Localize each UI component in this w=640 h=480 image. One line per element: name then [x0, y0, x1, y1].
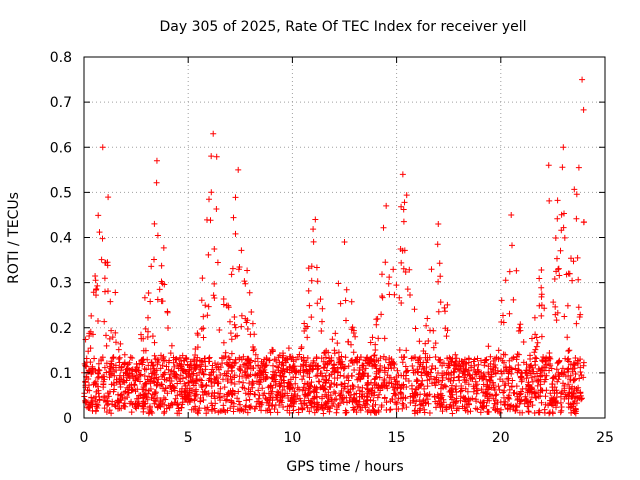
- roti-peak-point: [560, 144, 567, 151]
- x-tick-label: 5: [184, 430, 193, 446]
- roti-peak-point: [99, 144, 106, 151]
- x-tick-label: 20: [492, 430, 510, 446]
- y-tick-label: 0.6: [50, 140, 72, 156]
- x-tick-label: 15: [388, 430, 406, 446]
- chart-title: Day 305 of 2025, Rate Of TEC Index for r…: [159, 19, 526, 35]
- x-tick-label: 0: [80, 430, 89, 446]
- y-tick-label: 0.2: [50, 321, 72, 337]
- grid-lines: [84, 57, 605, 418]
- roti-peak-point: [312, 216, 319, 223]
- roti-peak-point: [545, 162, 552, 169]
- roti-peak-point: [210, 130, 217, 137]
- y-tick-label: 0: [63, 411, 72, 427]
- axis-ticks: 0 5 10 15 20 25 0 0.1 0.2 0.3 0.4 0.5 0.6 0.7 0.8: [50, 50, 614, 446]
- roti-peak-point: [383, 202, 390, 209]
- roti-peak-point: [508, 211, 515, 218]
- y-tick-label: 0.7: [50, 95, 72, 111]
- data-points: [81, 76, 587, 417]
- y-tick-label: 0.8: [50, 50, 72, 66]
- roti-point-cloud: [81, 106, 587, 417]
- y-tick-label: 0.5: [50, 185, 72, 201]
- roti-peak-point: [341, 239, 348, 246]
- y-tick-label: 0.3: [50, 276, 72, 292]
- y-tick-label: 0.1: [50, 366, 72, 382]
- y-tick-label: 0.4: [50, 231, 72, 247]
- roti-peak-point: [399, 171, 406, 178]
- x-axis-label: GPS time / hours: [286, 459, 403, 475]
- roti-peak-point: [235, 166, 242, 173]
- roti-peak-point: [435, 220, 442, 227]
- roti-peak-point: [579, 76, 586, 83]
- roti-peak-point: [153, 157, 160, 164]
- y-axis-label: ROTI / TECUs: [6, 192, 22, 284]
- x-tick-label: 25: [596, 430, 614, 446]
- x-tick-label: 10: [283, 430, 301, 446]
